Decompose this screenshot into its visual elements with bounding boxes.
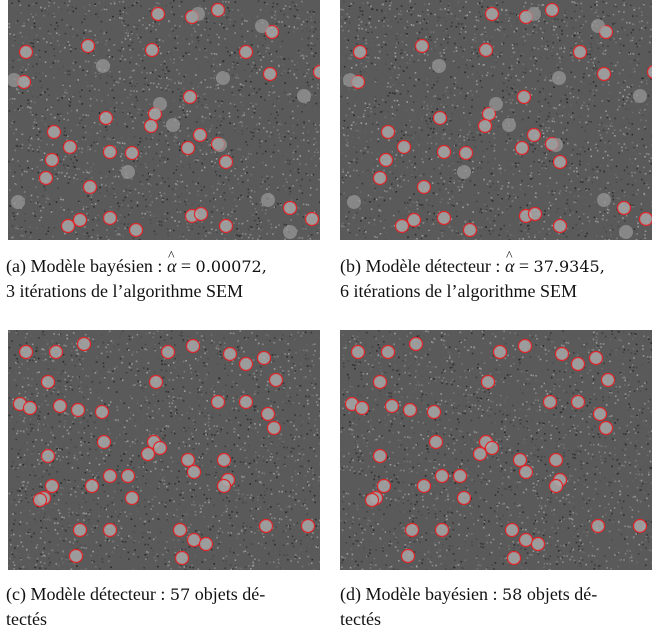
undetected-object bbox=[619, 225, 633, 239]
undetected-object bbox=[216, 71, 230, 85]
undetected-object bbox=[347, 195, 361, 209]
caption-c: (c) Modèle détecteur : 57 objets dé- tec… bbox=[6, 582, 332, 632]
caption-d-count: 58 bbox=[502, 585, 522, 604]
undetected-object bbox=[552, 71, 566, 85]
undetected-object bbox=[255, 19, 269, 33]
undetected-object bbox=[283, 225, 297, 239]
undetected-object bbox=[597, 193, 611, 207]
caption-d-suffix: objets dé- bbox=[522, 584, 597, 604]
caption-b: (b) Modèle détecteur : α = 37.9345, 6 it… bbox=[340, 254, 666, 304]
image-b-svg bbox=[340, 0, 652, 240]
caption-c-line2: tectés bbox=[6, 609, 47, 629]
caption-a-value: 0.00072, bbox=[196, 257, 267, 276]
undetected-object bbox=[11, 195, 25, 209]
undetected-object bbox=[343, 73, 357, 87]
caption-d: (d) Modèle bayésien : 58 objets dé- tect… bbox=[340, 582, 666, 632]
image-d bbox=[340, 330, 652, 570]
undetected-object bbox=[297, 89, 311, 103]
caption-a-equals: = bbox=[176, 256, 195, 276]
undetected-object bbox=[121, 165, 135, 179]
undetected-object bbox=[591, 19, 605, 33]
undetected-object bbox=[457, 165, 471, 179]
alpha-hat-b: α bbox=[505, 254, 514, 279]
caption-b-prefix: (b) Modèle détecteur : bbox=[340, 256, 505, 276]
image-a-svg bbox=[8, 0, 320, 240]
undetected-object bbox=[633, 89, 647, 103]
caption-b-value: 37.9345, bbox=[534, 257, 605, 276]
caption-c-suffix: objets dé- bbox=[190, 584, 265, 604]
undetected-object bbox=[261, 193, 275, 207]
caption-a-line2: 3 itérations de l’algorithme SEM bbox=[6, 281, 243, 301]
image-c bbox=[8, 330, 320, 570]
caption-d-prefix: (d) Modèle bayésien : bbox=[340, 584, 502, 604]
image-b bbox=[340, 0, 652, 240]
undetected-object bbox=[502, 118, 516, 132]
caption-a: (a) Modèle bayésien : α = 0.00072, 3 ité… bbox=[6, 254, 332, 304]
undetected-object bbox=[153, 97, 167, 111]
caption-c-prefix: (c) Modèle détecteur : bbox=[6, 584, 170, 604]
caption-a-prefix: (a) Modèle bayésien : bbox=[6, 256, 167, 276]
caption-b-line2: 6 itérations de l’algorithme SEM bbox=[340, 281, 577, 301]
image-c-svg bbox=[8, 330, 320, 570]
image-d-svg bbox=[340, 330, 652, 570]
alpha-hat-a: α bbox=[167, 254, 176, 279]
image-a bbox=[8, 0, 320, 240]
undetected-object bbox=[489, 97, 503, 111]
undetected-object bbox=[527, 7, 541, 21]
caption-d-line2: tectés bbox=[340, 609, 381, 629]
undetected-object bbox=[96, 59, 110, 73]
undetected-object bbox=[166, 118, 180, 132]
undetected-object bbox=[191, 7, 205, 21]
undetected-object bbox=[432, 59, 446, 73]
undetected-object bbox=[549, 138, 563, 152]
caption-c-count: 57 bbox=[170, 585, 190, 604]
caption-b-equals: = bbox=[514, 256, 533, 276]
undetected-object bbox=[213, 138, 227, 152]
